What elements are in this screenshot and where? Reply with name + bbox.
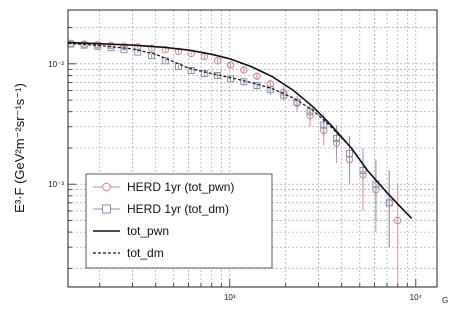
data-point [80, 41, 88, 49]
legend-label: tot_dm [127, 246, 164, 260]
data-point [240, 78, 248, 86]
legend-entry: tot_pwn [93, 224, 169, 238]
legend-swatch-marker [102, 204, 111, 214]
x-tick-label: 10⁴ [410, 293, 423, 302]
data-point [359, 166, 367, 174]
data-point [174, 63, 182, 71]
legend-swatch-marker [102, 182, 111, 192]
data-point [187, 67, 195, 75]
legend-label: HERD 1yr (tot_pwn) [127, 180, 234, 194]
legend-label: HERD 1yr (tot_dm) [127, 202, 229, 216]
data-point [240, 66, 248, 74]
data-point [306, 108, 314, 116]
legend-entry: HERD 1yr (tot_dm) [93, 202, 229, 216]
series-2 [67, 41, 413, 219]
data-point [345, 149, 353, 157]
data-point [213, 57, 222, 65]
data-point [148, 52, 156, 60]
data-point [385, 199, 393, 207]
data-point [320, 121, 328, 129]
x-axis-label: G [442, 296, 448, 305]
legend: HERD 1yr (tot_pwn) HERD 1yr (tot_dm) tot_p… [85, 173, 273, 269]
data-point [120, 46, 128, 54]
axis-ticks [68, 27, 417, 287]
data-point [200, 70, 208, 78]
x-tick-label: 10³ [224, 293, 236, 302]
data-point [394, 216, 402, 225]
legend-box [85, 173, 273, 269]
data-point [134, 48, 142, 56]
data-point [333, 134, 341, 142]
data-point [147, 44, 156, 52]
series-1 [67, 40, 393, 248]
y-axis-label: E³·F (GeV²m⁻²sr⁻¹s⁻¹) [12, 83, 27, 213]
legend-label: tot_pwn [127, 224, 169, 238]
y-tick-label: 10⁻² [48, 60, 64, 69]
y-tick-label: 10⁻³ [48, 180, 64, 189]
data-point [161, 57, 169, 65]
plot-frame [67, 9, 438, 288]
tick-labels: 10³ 10⁴ 10⁻² 10⁻³ [48, 60, 422, 302]
legend-entry: tot_dm [93, 246, 164, 260]
series-layer [67, 39, 413, 284]
data-point [253, 72, 261, 80]
legend-entry: HERD 1yr (tot_pwn) [93, 180, 234, 194]
data-point [226, 61, 235, 69]
data-point [161, 46, 169, 54]
series-line [67, 41, 413, 219]
